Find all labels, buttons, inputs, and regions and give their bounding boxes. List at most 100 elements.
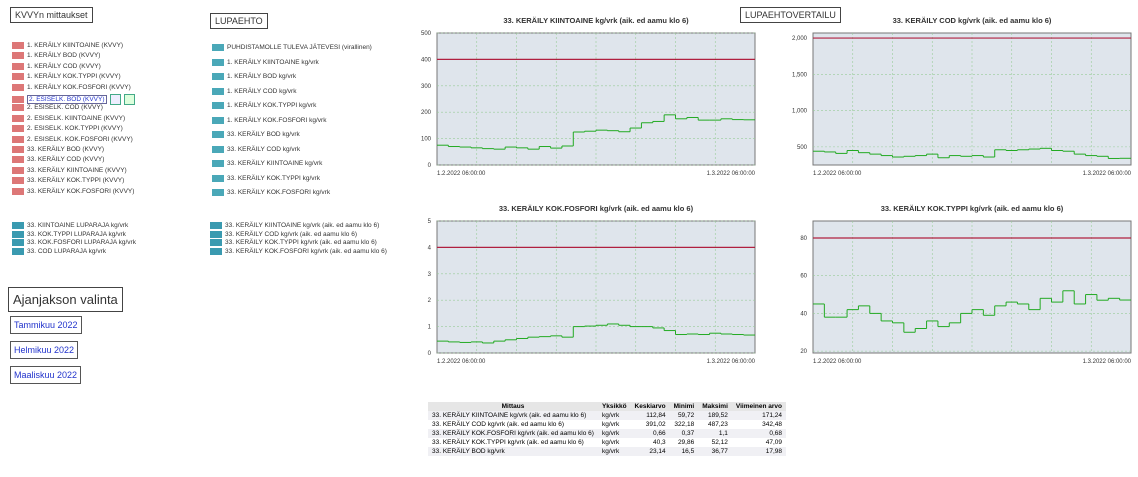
chart-title: 33. KERÄILY KOK.TYPPI kg/vrk (aik. ed aa… [881,204,1064,213]
period-button[interactable]: Helmikuu 2022 [10,341,79,359]
list-item[interactable]: 33. KERÄILY KOK.TYPPI (KVVY) [12,177,124,185]
list-item[interactable]: 1. KERÄILY KOK.FOSFORI (KVVY) [12,83,131,91]
list-item[interactable]: 33. KERÄILY KIINTOAINE kg/vrk [212,160,322,167]
item-label: 1. KERÄILY KOK.TYPPI kg/vrk [227,102,317,109]
table-cell: kg/vrk [597,411,631,420]
list-item[interactable]: 33. KIINTOAINE LUPARAJA kg/vrk [12,222,128,229]
list-item[interactable]: 2. ESISELK. KIINTOAINE (KVVY) [12,114,125,122]
list-item[interactable]: 2. ESISELK. BOD (KVVY) [12,94,135,105]
list-item[interactable]: 33. KERÄILY KOK.FOSFORI (KVVY) [12,187,134,195]
item-icon [210,222,222,229]
table-cell: 322,18 [674,421,695,428]
list-item[interactable]: 33. KOK.FOSFORI LUPARAJA kg/vrk [12,239,136,247]
item-label: 33. KERÄILY BOD kg/vrk [227,131,300,138]
list-item[interactable]: 33. COD LUPARAJA kg/vrk [12,247,106,255]
item-label: 2. ESISELK. KOK.TYPPI (KVVY) [27,125,123,133]
list-item[interactable]: 33. KERÄILY COD kg/vrk [212,145,300,153]
item-icon [212,189,224,196]
list-item[interactable]: 2. ESISELK. COD (KVVY) [12,104,103,112]
item-icon [12,104,24,112]
y-tick-label: 1,000 [792,109,808,115]
x-start-label: 1.2.2022 06:00:00 [437,171,486,177]
chart: 33. KERÄILY KOK.FOSFORI kg/vrk (aik. ed … [428,204,756,365]
period-button[interactable]: Tammikuu 2022 [10,316,82,334]
list-item[interactable]: 33. KERÄILY KOK.FOSFORI kg/vrk [212,189,330,196]
item-label: 1. KERÄILY BOD kg/vrk [227,73,297,80]
item-label: 33. COD LUPARAJA kg/vrk [27,247,106,255]
table-cell: 112,84 [630,411,670,420]
table-cell: 1,1 [698,429,732,438]
list-item[interactable]: 33. KERÄILY KIINTOAINE (KVVY) [12,166,127,174]
list-item[interactable]: 1. KERÄILY KOK.FOSFORI kg/vrk [212,116,326,124]
list-item[interactable]: 33. KERÄILY BOD (KVVY) [12,146,104,153]
list-item[interactable]: 33. KOK.TYPPI LUPARAJA kg/vrk [12,230,126,238]
item-label: PUHDISTAMOLLE TULEVA JÄTEVESI (viralline… [227,44,372,51]
list-item[interactable]: 2. ESISELK. KOK.FOSFORI (KVVY) [12,135,133,143]
item-label: 33. KOK.TYPPI LUPARAJA kg/vrk [27,230,126,238]
table-cell: 0,68 [731,429,786,438]
list-item[interactable]: 33. KERÄILY COD kg/vrk (aik. ed aamu klo… [210,230,357,238]
list-item[interactable]: 1. KERÄILY KIINTOAINE (KVVY) [12,42,123,49]
table-cell: 342,48 [762,421,782,428]
header-cell: Keskiarvo [630,402,670,411]
table-cell: 33. KERÄILY KOK.TYPPI kg/vrk (aik. ed aa… [432,439,584,446]
list-item[interactable]: 1. KERÄILY COD kg/vrk [212,87,296,95]
y-tick-label: 4 [428,245,432,251]
item-label: 1. KERÄILY BOD (KVVY) [27,52,101,60]
header-row: Mittaus Yksikkö Keskiarvo Minimi Maksimi Viim… [428,402,786,411]
item-label: 33. KERÄILY BOD (KVVY) [27,146,105,153]
list-item[interactable]: 33. KERÄILY KOK.FOSFORI kg/vrk (aik. ed … [210,247,387,255]
left-title: KVVYn mittaukset [10,7,93,23]
item-icon [212,145,224,153]
item-icon [212,116,224,124]
item-label: 33. KERÄILY KOK.FOSFORI kg/vrk [227,189,331,196]
comparison-label: LUPAEHTOVERTAILU [740,7,841,23]
table-cell: 171,24 [731,411,786,420]
table-cell: 33. KERÄILY COD kg/vrk (aik. ed aamu klo… [432,421,564,428]
lupaehto-title: LUPAEHTO [210,13,268,29]
y-tick-label: 300 [421,84,432,90]
y-tick-label: 20 [800,349,807,355]
list-item[interactable]: 33. KERÄILY KOK.TYPPI kg/vrk [212,174,320,182]
y-tick-label: 80 [800,236,807,242]
item-icon [12,114,24,122]
item-label: 2. ESISELK. BOD (KVVY) [27,95,107,104]
list-item[interactable]: 1. KERÄILY KIINTOAINE kg/vrk [212,58,319,66]
list-item[interactable]: 33. KERÄILY KIINTOAINE kg/vrk (aik. ed a… [210,222,379,229]
item-icon [12,52,24,60]
list-item[interactable]: 33. KERÄILY KOK.TYPPI kg/vrk (aik. ed aa… [210,239,377,247]
list-item[interactable]: 33. KERÄILY COD (KVVY) [12,156,105,164]
table-cell: 33. KERÄILY BOD kg/vrk [428,447,598,456]
item-label: 33. KERÄILY KOK.FOSFORI kg/vrk (aik. ed … [225,247,387,255]
item-label: 33. KERÄILY KOK.TYPPI kg/vrk [227,174,320,182]
list-item[interactable]: 1. KERÄILY KOK.TYPPI kg/vrk [212,102,316,109]
table-cell: 47,09 [765,439,782,446]
item-icon [12,96,24,103]
table-row: 33. KERÄILY KOK.TYPPI kg/vrk (aik. ed aa… [428,438,786,447]
table-cell: 0,37 [669,429,699,438]
list-item[interactable]: 1. KERÄILY BOD (KVVY) [12,52,101,60]
item-icon [212,174,224,182]
y-tick-label: 3 [428,272,432,278]
list-item[interactable]: 1. KERÄILY BOD kg/vrk [212,73,296,80]
list-item[interactable]: 33. KERÄILY BOD kg/vrk [212,131,300,138]
list-item[interactable]: PUHDISTAMOLLE TULEVA JÄTEVESI (viralline… [212,44,372,51]
table-cell: 0,66 [630,429,670,438]
item-icon [212,102,224,109]
table-row: 33. KERÄILY KIINTOAINE kg/vrk (aik. ed a… [428,411,786,420]
chart-title: 33. KERÄILY KOK.FOSFORI kg/vrk (aik. ed … [499,204,694,213]
y-tick-label: 100 [421,137,432,143]
list-item[interactable]: 1. KERÄILY COD (KVVY) [12,62,101,70]
list-item[interactable]: 2. ESISELK. KOK.TYPPI (KVVY) [12,125,123,133]
y-tick-label: 500 [797,145,808,151]
item-icon [12,247,24,255]
period-button[interactable]: Maaliskuu 2022 [10,366,82,384]
item-label: 33. KERÄILY COD (KVVY) [27,156,105,164]
list-item[interactable]: 1. KERÄILY KOK.TYPPI (KVVY) [12,73,121,81]
item-label: 2. ESISELK. KOK.FOSFORI (KVVY) [27,135,133,143]
x-end-label: 1.3.2022 06:00:00 [1083,359,1132,365]
header-cell: Maksimi [698,402,732,411]
table-row: 33. KERÄILY BOD kg/vrk kg/vrk 23,14 16,5 36,… [428,447,786,456]
header-cell: Viimeinen arvo [731,402,786,411]
chart-title: 33. KERÄILY KIINTOAINE kg/vrk (aik. ed a… [503,16,689,25]
